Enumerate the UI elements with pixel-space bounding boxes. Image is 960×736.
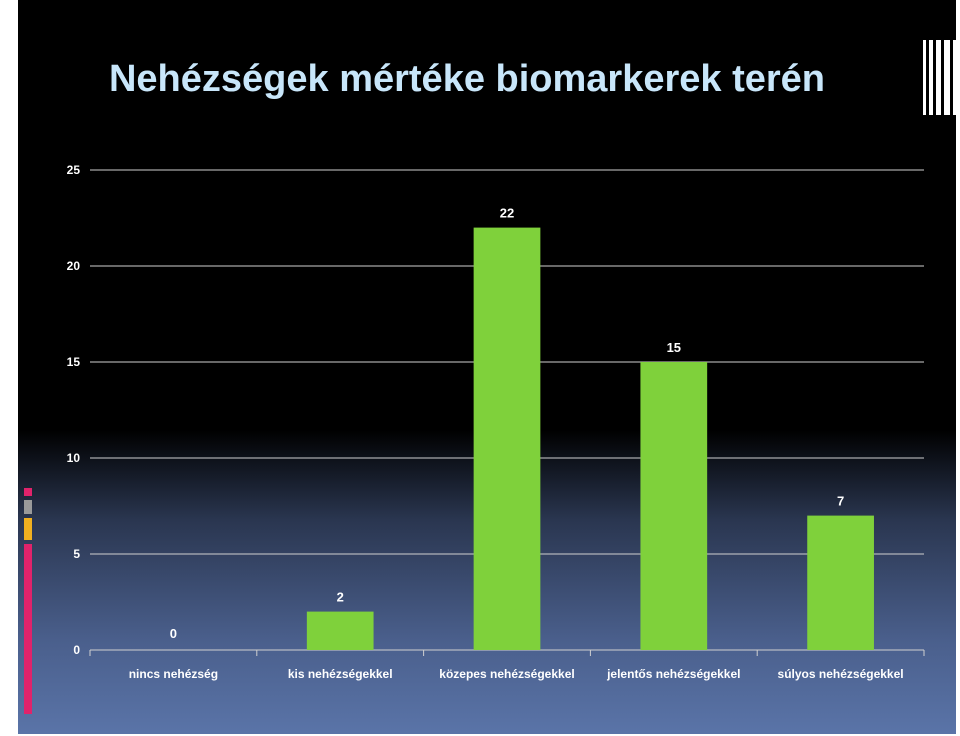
bars <box>306 227 874 650</box>
data-label: 0 <box>170 626 177 641</box>
x-category-label: közepes nehézségekkel <box>439 667 574 681</box>
data-label: 2 <box>337 590 344 605</box>
bar-chart: 0 5 10 15 20 25 0 nincs nehézség 2 kis nehézségek… <box>67 163 925 681</box>
y-tick-label: 25 <box>67 163 81 177</box>
slide-background: Nehézségek mértéke biomarkerek terén 0 5 1… <box>18 0 960 734</box>
x-category-label: súlyos nehézségekkel <box>778 667 904 681</box>
data-label: 15 <box>667 340 681 355</box>
bar <box>807 515 874 650</box>
bar <box>306 611 374 650</box>
decorative-stripes-icon <box>923 40 960 115</box>
x-category-label: nincs nehézség <box>129 667 218 681</box>
data-label: 7 <box>837 494 844 509</box>
y-tick-label: 15 <box>67 355 81 369</box>
y-tick-label: 10 <box>67 451 81 465</box>
slide-title: Nehézségek mértéke biomarkerek terén <box>108 58 826 100</box>
x-category-label: jelentős nehézségekkel <box>606 667 740 681</box>
y-tick-label: 0 <box>73 643 80 657</box>
data-label: 22 <box>500 206 514 221</box>
bar <box>473 227 541 650</box>
x-category-label: kis nehézségekkel <box>288 667 393 681</box>
labels: 0 5 10 15 20 25 0 nincs nehézség 2 kis nehézségek… <box>67 163 904 681</box>
y-tick-label: 5 <box>73 547 80 561</box>
side-accent-marks <box>24 488 32 714</box>
y-tick-label: 20 <box>67 259 81 273</box>
x-axis <box>89 649 925 656</box>
bar <box>640 362 708 650</box>
